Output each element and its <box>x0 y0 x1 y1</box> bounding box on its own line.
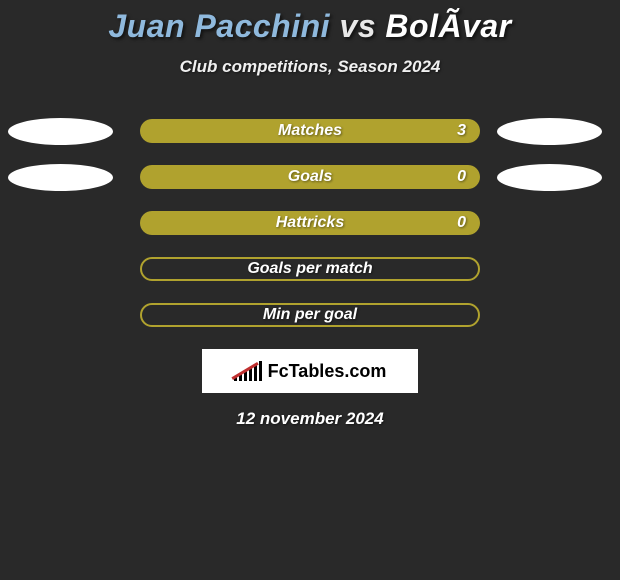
right-ellipse <box>497 164 602 191</box>
stat-row: Min per goal <box>0 303 620 327</box>
stat-label: Goals <box>288 168 332 186</box>
stat-value: 0 <box>457 214 466 232</box>
stat-bar: Hattricks 0 <box>140 211 480 235</box>
stat-bar: Goals 0 <box>140 165 480 189</box>
left-ellipse <box>8 164 113 191</box>
right-ellipse <box>497 118 602 145</box>
title-vs: vs <box>339 8 376 44</box>
stat-value: 3 <box>457 122 466 140</box>
left-ellipse <box>8 118 113 145</box>
stat-row: Goals per match <box>0 257 620 281</box>
stat-row: Goals 0 <box>0 165 620 189</box>
stat-bar: Min per goal <box>140 303 480 327</box>
stat-label: Hattricks <box>276 214 344 232</box>
title-left: Juan Pacchini <box>108 8 330 44</box>
brand-text: FcTables.com <box>268 361 387 382</box>
stat-row: Matches 3 <box>0 119 620 143</box>
stat-value: 0 <box>457 168 466 186</box>
stats-card: Juan Pacchini vs BolÃ­var Club competiti… <box>0 0 620 429</box>
stat-row: Hattricks 0 <box>0 211 620 235</box>
brand-box: FcTables.com <box>202 349 418 393</box>
stat-rows: Matches 3 Goals 0 Hattricks 0 Goals per match M… <box>0 119 620 327</box>
title-right: BolÃ­var <box>385 8 511 44</box>
subtitle: Club competitions, Season 2024 <box>180 57 441 77</box>
stat-bar: Matches 3 <box>140 119 480 143</box>
stat-bar: Goals per match <box>140 257 480 281</box>
page-title: Juan Pacchini vs BolÃ­var <box>108 8 511 45</box>
chart-icon <box>234 361 262 381</box>
stat-label: Matches <box>278 122 342 140</box>
stat-label: Goals per match <box>247 260 372 278</box>
stat-label: Min per goal <box>263 306 357 324</box>
date-text: 12 november 2024 <box>236 409 383 429</box>
icon-bar <box>259 361 262 381</box>
